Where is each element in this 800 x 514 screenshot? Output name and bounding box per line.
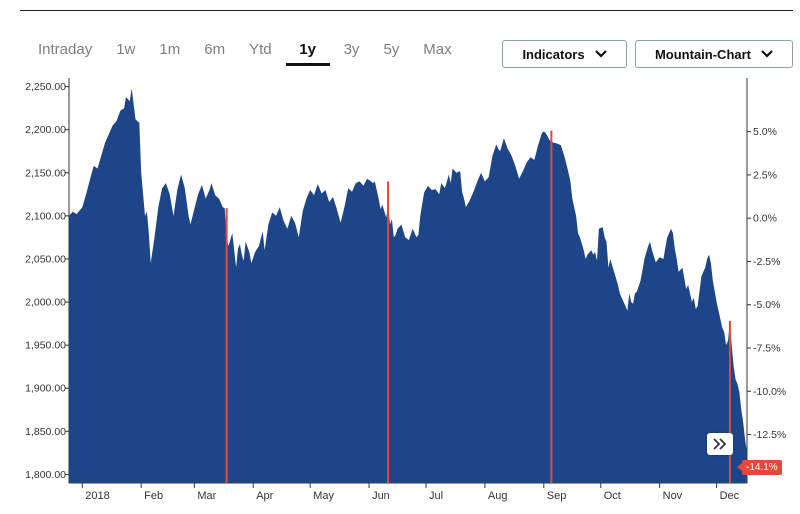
left-tick-label: 1,850.00 xyxy=(25,426,66,438)
right-tick-label: -5.0% xyxy=(753,299,780,311)
right-tick-label: 0.0% xyxy=(753,213,777,225)
x-tick-label: Mar xyxy=(197,490,216,502)
tab-1y[interactable]: 1y xyxy=(285,36,330,66)
x-tick-label: Jul xyxy=(429,490,443,502)
scroll-right-button[interactable] xyxy=(707,433,733,455)
last-change-badge: -14.1% xyxy=(737,460,782,475)
left-tick-label: 2,100.00 xyxy=(25,210,66,222)
left-tick-label: 2,200.00 xyxy=(25,124,66,136)
indicators-label: Indicators xyxy=(522,46,585,62)
tab-1m[interactable]: 1m xyxy=(159,41,181,58)
left-y-axis: 2,250.00 2,200.00 2,150.00 2,100.00 2,050.00… xyxy=(25,81,69,481)
event-markers xyxy=(225,130,731,483)
chart-type-label: Mountain-Chart xyxy=(654,46,752,62)
left-tick-label: 1,800.00 xyxy=(25,469,66,481)
chevron-down-icon xyxy=(594,50,607,58)
x-tick-label: Oct xyxy=(604,490,621,502)
x-axis: 2018 Feb Mar Apr May Jun Jul Aug Sep Oct Nov Dec xyxy=(81,483,740,502)
tab-5y[interactable]: 5y xyxy=(383,41,400,58)
right-tick-label: 2.5% xyxy=(753,169,777,181)
chevron-down-icon xyxy=(761,50,773,58)
indicators-dropdown[interactable]: Indicators xyxy=(502,40,627,68)
x-tick-label: Aug xyxy=(488,490,508,502)
x-tick-label: Sep xyxy=(547,490,567,502)
double-chevron-right-icon xyxy=(713,438,727,450)
left-tick-label: 1,900.00 xyxy=(25,383,66,395)
tab-max[interactable]: Max xyxy=(423,41,452,58)
timeframe-tabs: Intraday 1w 1m 6m Ytd 1y 3y 5y Max xyxy=(28,36,466,70)
x-tick-label: Dec xyxy=(720,490,740,502)
tab-6m[interactable]: 6m xyxy=(204,41,226,58)
x-tick-label: Jun xyxy=(372,490,390,502)
right-tick-label: -2.5% xyxy=(753,256,780,268)
right-tick-label: -7.5% xyxy=(753,343,780,355)
left-tick-label: 2,250.00 xyxy=(25,81,66,93)
chart-type-dropdown[interactable]: Mountain-Chart xyxy=(635,40,793,68)
right-tick-label: -12.5% xyxy=(753,429,786,441)
left-tick-label: 1,950.00 xyxy=(25,340,66,352)
tab-intraday[interactable]: Intraday xyxy=(38,41,93,58)
x-tick-label: May xyxy=(313,490,334,502)
tab-3y[interactable]: 3y xyxy=(343,41,360,58)
x-tick-label: Feb xyxy=(144,490,163,502)
price-area xyxy=(69,88,747,484)
left-tick-label: 2,150.00 xyxy=(25,167,66,179)
top-divider xyxy=(20,10,793,11)
tab-1w[interactable]: 1w xyxy=(116,41,136,58)
right-y-axis: 5.0% 2.5% 0.0% -2.5% -5.0% -7.5% -10.0% -12.5% xyxy=(747,126,786,441)
x-tick-label: Apr xyxy=(256,490,273,502)
left-tick-label: 2,050.00 xyxy=(25,253,66,265)
x-tick-label: 2018 xyxy=(85,490,109,502)
tab-ytd[interactable]: Ytd xyxy=(249,41,272,58)
right-tick-label: -10.0% xyxy=(753,386,786,398)
x-tick-label: Nov xyxy=(663,490,683,502)
left-tick-label: 2,000.00 xyxy=(25,297,66,309)
right-tick-label: 5.0% xyxy=(753,126,777,138)
